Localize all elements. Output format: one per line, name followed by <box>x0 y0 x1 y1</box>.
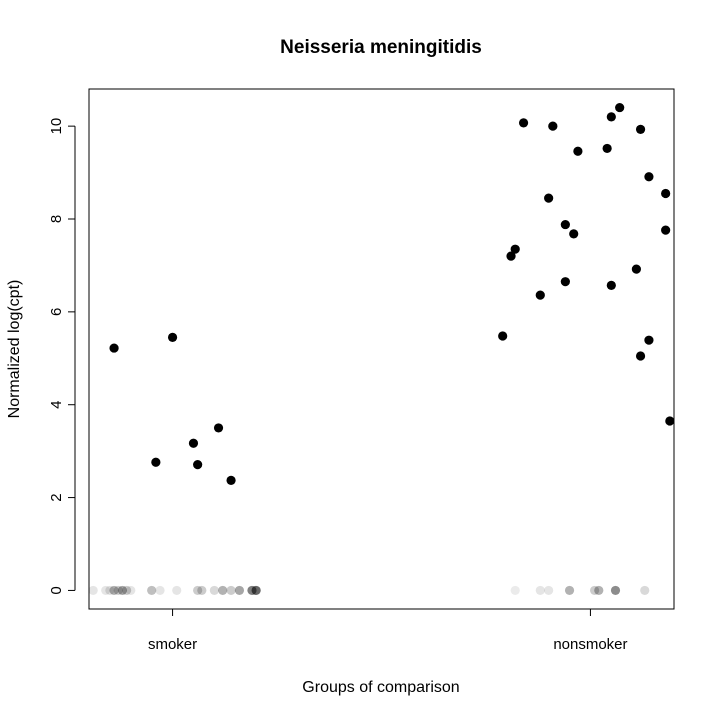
data-point-smoker <box>151 457 161 467</box>
x-axis: smoker nonsmoker <box>148 609 628 653</box>
chart-title: Neisseria meningitidis <box>280 37 482 58</box>
data-point-zero-smoker <box>226 585 236 596</box>
x-axis-label: Groups of comparison <box>302 679 459 696</box>
data-point-zero-smoker <box>109 585 119 596</box>
data-point-smoker <box>188 438 199 448</box>
data-point-nonsmoker <box>602 143 612 154</box>
data-point-nonsmoker <box>544 193 554 203</box>
plot-area <box>88 88 675 610</box>
data-point-nonsmoker <box>510 244 520 254</box>
data-point-smoker <box>213 423 224 433</box>
data-point-nonsmoker <box>548 121 558 131</box>
data-point-zero-smoker <box>197 585 207 596</box>
y-axis: 0 2 4 6 8 10 <box>48 118 76 595</box>
data-point-smoker <box>193 460 203 470</box>
data-point-zero-smoker <box>101 585 111 596</box>
y-tick-label: 10 <box>48 118 65 135</box>
data-point-zero-smoker <box>122 585 132 596</box>
y-axis-label: Normalized log(cpt) <box>6 280 23 419</box>
x-tick-label-smoker: smoker <box>148 636 197 653</box>
data-point-nonsmoker <box>615 102 625 113</box>
y-tick-label: 4 <box>48 401 65 409</box>
data-points <box>88 102 675 596</box>
x-tick-label-nonsmoker: nonsmoker <box>553 636 627 653</box>
data-point-zero-smoker <box>147 585 157 596</box>
data-point-zero-smoker <box>88 585 98 596</box>
data-point-zero-smoker <box>172 585 182 596</box>
data-point-nonsmoker <box>635 351 646 361</box>
y-tick-label: 6 <box>48 308 65 316</box>
data-point-zero-smoker <box>117 585 128 596</box>
data-point-zero-smoker <box>209 585 219 596</box>
data-point-nonsmoker <box>665 416 675 426</box>
data-point-smoker <box>226 475 236 485</box>
y-tick-label: 8 <box>48 215 65 223</box>
data-point-zero-nonsmoker <box>564 585 575 596</box>
data-point-nonsmoker <box>635 124 646 134</box>
data-point-nonsmoker <box>518 118 529 128</box>
data-point-zero-nonsmoker <box>544 585 554 596</box>
data-point-zero-nonsmoker <box>594 585 604 596</box>
data-point-zero-smoker <box>251 585 261 596</box>
data-point-zero-nonsmoker <box>640 585 650 596</box>
data-point-zero-smoker <box>193 585 203 596</box>
data-point-zero-nonsmoker <box>510 585 520 596</box>
data-point-nonsmoker <box>644 335 654 345</box>
data-point-nonsmoker <box>573 146 583 156</box>
data-point-nonsmoker <box>498 331 508 341</box>
data-point-nonsmoker <box>560 219 570 230</box>
data-point-zero-nonsmoker <box>610 585 621 596</box>
data-point-nonsmoker <box>631 264 641 274</box>
data-point-zero-smoker <box>218 585 228 596</box>
data-point-zero-smoker <box>105 585 115 596</box>
data-point-zero-nonsmoker <box>535 585 545 596</box>
data-point-nonsmoker <box>560 277 570 287</box>
data-point-nonsmoker <box>606 112 616 122</box>
data-point-zero-smoker <box>155 585 165 596</box>
data-point-zero-smoker <box>234 585 245 596</box>
data-point-smoker <box>109 343 119 353</box>
y-tick-label: 2 <box>48 493 65 501</box>
y-tick-label: 0 <box>48 586 65 594</box>
data-point-nonsmoker <box>606 280 616 290</box>
data-point-zero-smoker <box>126 585 136 596</box>
data-point-nonsmoker <box>644 172 654 182</box>
data-point-nonsmoker <box>535 290 545 300</box>
data-point-nonsmoker <box>569 229 579 239</box>
data-point-zero-smoker <box>113 585 123 596</box>
data-point-smoker <box>167 332 178 342</box>
data-point-zero-nonsmoker <box>590 585 600 596</box>
data-point-nonsmoker <box>661 225 671 235</box>
data-point-nonsmoker <box>661 188 671 199</box>
data-point-nonsmoker <box>506 251 516 261</box>
